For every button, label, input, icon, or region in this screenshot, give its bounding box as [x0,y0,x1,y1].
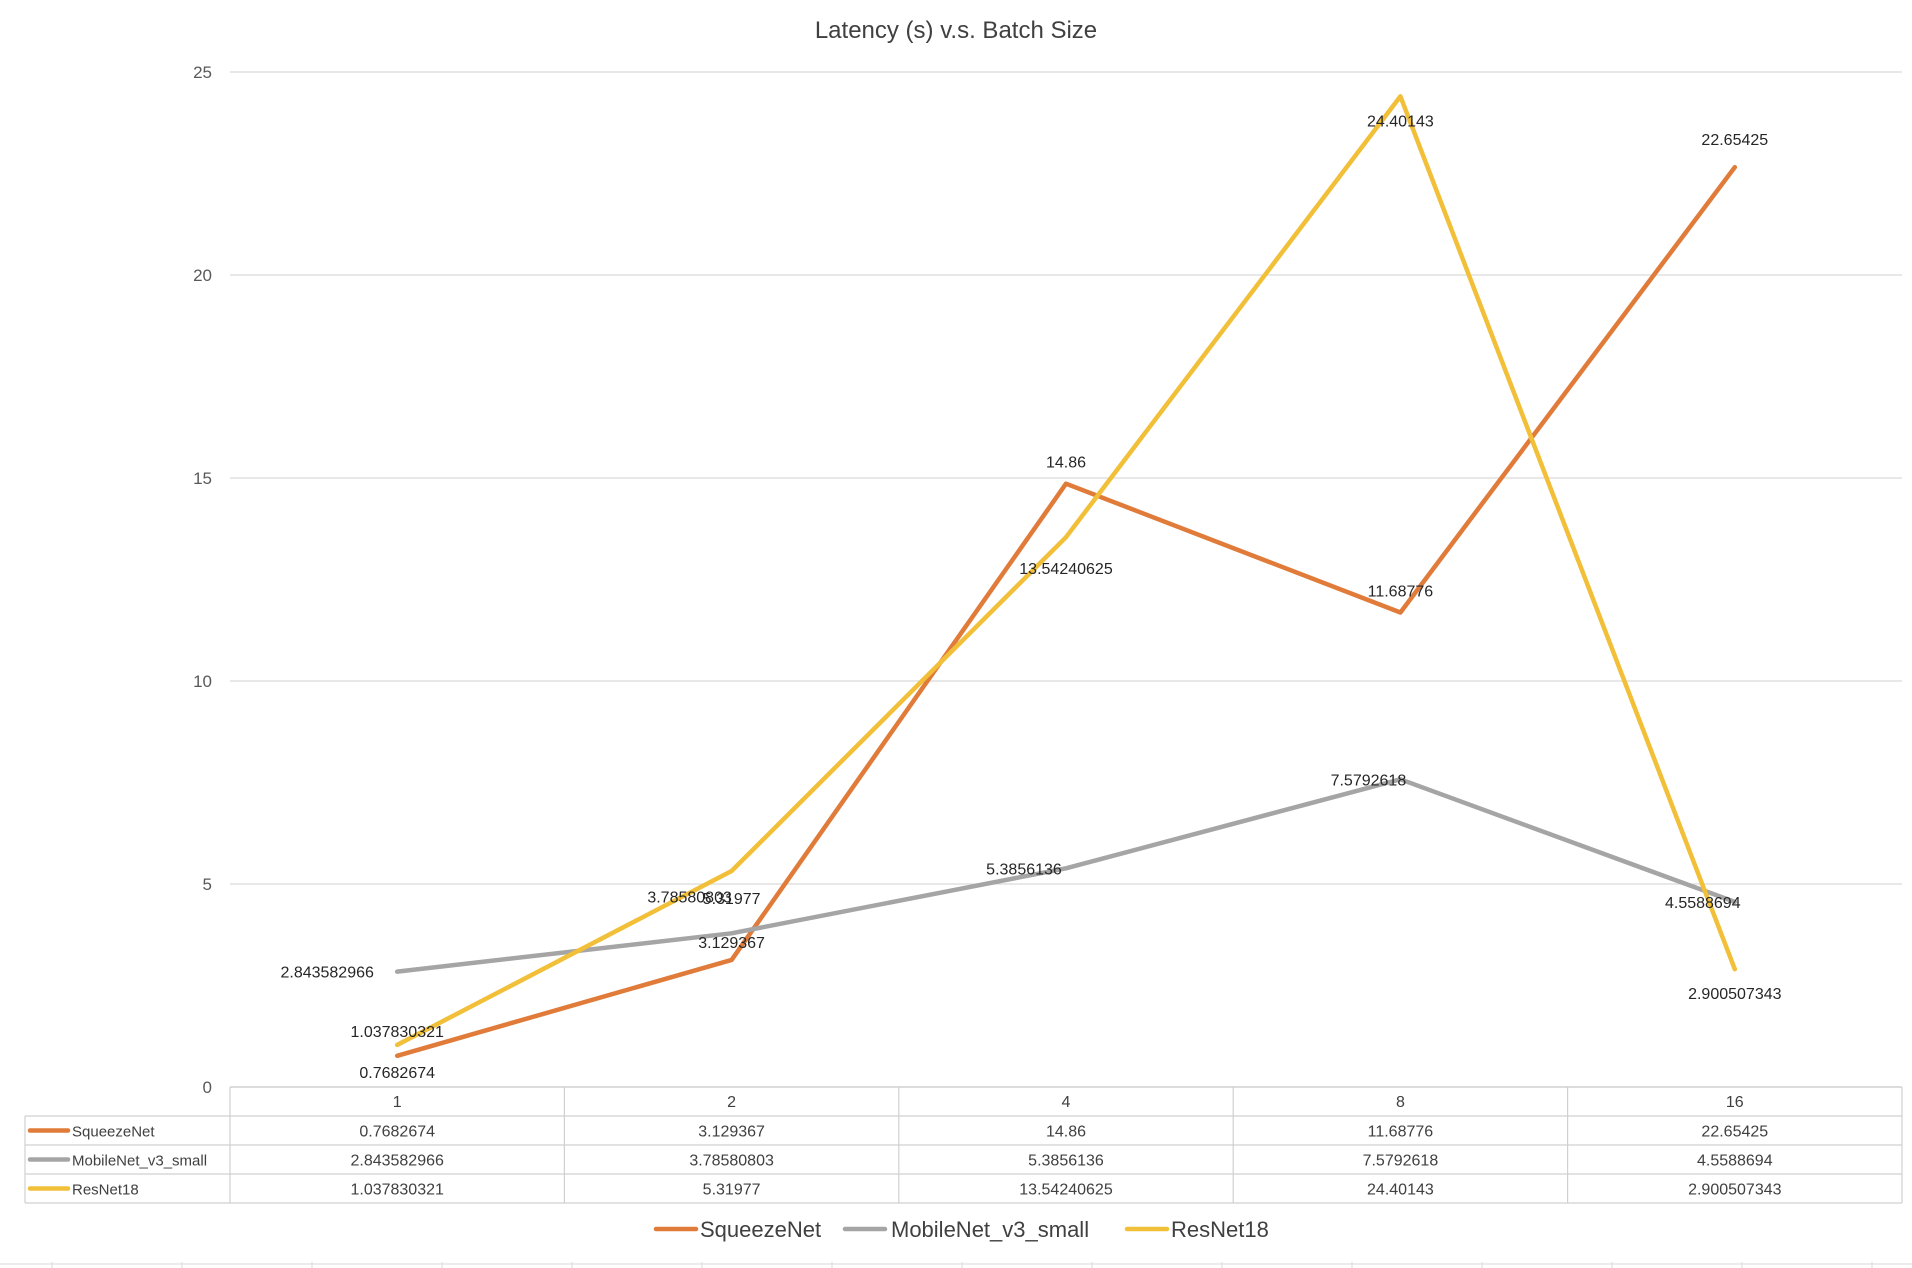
table-cell: 22.65425 [1701,1124,1768,1141]
table-cell: 3.129367 [698,1124,765,1141]
x-tick-label: 4 [1062,1094,1071,1111]
y-tick-label: 15 [193,469,212,488]
table-series-name: SqueezeNet [72,1124,155,1141]
data-label: 13.54240625 [1019,561,1113,578]
data-table: 1 2 4 8 16 SqueezeNet 0.7682674 3.129367 14.86 11… [24,1086,1903,1204]
table-cell: 14.86 [1046,1124,1086,1141]
y-axis-tick-labels: 0 5 10 15 20 25 [193,63,212,1097]
data-label: 1.037830321 [350,1024,444,1041]
gridlines [230,71,1902,1088]
table-series-name: ResNet18 [72,1182,139,1199]
x-tick-label: 16 [1726,1094,1744,1111]
y-tick-label: 0 [203,1078,212,1097]
legend-label: SqueezeNet [700,1217,821,1242]
x-tick-label: 8 [1396,1094,1405,1111]
table-cell: 4.5588694 [1697,1153,1773,1170]
data-label: 11.68776 [1368,583,1434,600]
data-label: 24.40143 [1367,113,1434,130]
data-labels: 0.7682674 3.129367 14.86 11.68776 22.65425 2.… [280,113,1781,1082]
series-line-mobilenet-v3-small [394,777,1738,974]
series-line-resnet18 [394,94,1738,1048]
legend-label: ResNet18 [1171,1217,1269,1242]
table-cell: 24.40143 [1367,1182,1434,1199]
data-label: 2.900507343 [1688,986,1782,1003]
y-tick-label: 25 [193,63,212,82]
y-tick-label: 10 [193,672,212,691]
table-cell: 7.5792618 [1363,1153,1439,1170]
data-label: 14.86 [1046,455,1086,472]
table-cell: 11.68776 [1368,1124,1434,1141]
data-label: 3.129367 [698,935,765,952]
data-label: 4.5588694 [1665,895,1741,912]
data-label: 5.31977 [703,891,761,908]
table-cell: 5.3856136 [1028,1153,1104,1170]
table-cell: 0.7682674 [359,1124,435,1141]
data-label: 3.78580803 [647,889,732,906]
x-tick-label: 2 [727,1094,736,1111]
data-label: 0.7682674 [359,1065,435,1082]
y-tick-label: 20 [193,266,212,285]
table-series-name: MobileNet_v3_small [72,1153,207,1170]
table-cell: 1.037830321 [350,1182,444,1199]
legend-label: MobileNet_v3_small [891,1217,1089,1242]
x-tick-label: 1 [393,1094,402,1111]
y-tick-label: 5 [203,875,212,894]
series-line-squeezenet [394,164,1738,1059]
data-label: 22.65425 [1701,132,1768,149]
table-cell: 2.843582966 [350,1153,444,1170]
table-cell: 3.78580803 [689,1153,774,1170]
series-lines [394,94,1738,1059]
table-cell: 13.54240625 [1019,1182,1113,1199]
table-cell: 5.31977 [703,1182,761,1199]
table-cell: 2.900507343 [1688,1182,1782,1199]
bottom-ruler [0,1262,1912,1268]
chart-title: Latency (s) v.s. Batch Size [815,17,1097,44]
data-label: 5.3856136 [986,861,1062,878]
data-label: 2.843582966 [280,965,374,982]
data-label: 7.5792618 [1331,772,1407,789]
legend: SqueezeNet MobileNet_v3_small ResNet18 [653,1217,1269,1242]
